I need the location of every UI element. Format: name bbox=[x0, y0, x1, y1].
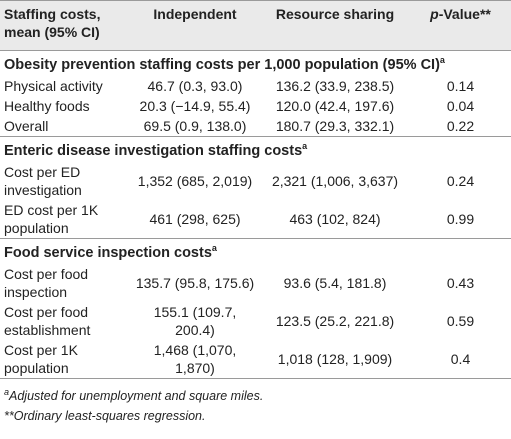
cell-independent: 1,468 (1,070, 1,870) bbox=[130, 340, 260, 379]
cell-p-value: 0.22 bbox=[446, 118, 475, 134]
header-p-rest: -Value** bbox=[438, 6, 491, 22]
cell-p-value: 0.59 bbox=[446, 313, 475, 329]
row-label: Cost per ED investigation bbox=[4, 164, 82, 198]
header-staffing-costs: Staffing costs, mean (95% CI) bbox=[0, 0, 130, 51]
cell-independent: 135.7 (95.8, 175.6) bbox=[135, 275, 255, 291]
section-header-enteric: Enteric disease investigation staffing c… bbox=[0, 136, 511, 162]
cell-resource-sharing: 180.7 (29.3, 332.1) bbox=[275, 118, 395, 134]
table-row: Cost per food inspection 135.7 (95.8, 17… bbox=[0, 264, 511, 302]
table-row: Cost per food establishment 155.1 (109.7… bbox=[0, 302, 511, 340]
table-row: Cost per ED investigation 1,352 (685, 2,… bbox=[0, 162, 511, 200]
table-row: ED cost per 1K population 461 (298, 625)… bbox=[0, 200, 511, 239]
section-sup: a bbox=[439, 55, 445, 66]
cell-independent: 20.3 (−14.9, 55.4) bbox=[139, 98, 251, 114]
section-header-obesity: Obesity prevention staffing costs per 1,… bbox=[0, 51, 511, 77]
footnotes: aAdjusted for unemployment and square mi… bbox=[0, 379, 511, 426]
cell-resource-sharing: 463 (102, 824) bbox=[289, 211, 381, 227]
footnote-a-marker: a bbox=[4, 386, 10, 397]
section-title-cell: Obesity prevention staffing costs per 1,… bbox=[0, 51, 511, 77]
header-resource-sharing: Resource sharing bbox=[260, 0, 410, 51]
cell-independent: 69.5 (0.9, 138.0) bbox=[143, 118, 247, 134]
cell-independent: 46.7 (0.3, 93.0) bbox=[147, 78, 243, 94]
cell-p-value: 0.99 bbox=[446, 211, 475, 227]
cell-resource-sharing: 93.6 (5.4, 181.8) bbox=[283, 275, 387, 291]
footnote-a: aAdjusted for unemployment and square mi… bbox=[4, 386, 507, 406]
table-row: Overall 69.5 (0.9, 138.0) 180.7 (29.3, 3… bbox=[0, 116, 511, 137]
row-label: Physical activity bbox=[4, 78, 103, 94]
cell-independent: 155.1 (109.7, 200.4) bbox=[153, 304, 237, 338]
section-title-cell: Food service inspection costsa bbox=[0, 238, 511, 264]
cell-p-value: 0.43 bbox=[446, 275, 475, 291]
section-title-cell: Enteric disease investigation staffing c… bbox=[0, 136, 511, 162]
row-label: Cost per food inspection bbox=[4, 266, 89, 300]
cell-independent: 1,352 (685, 2,019) bbox=[137, 173, 253, 189]
row-label: Overall bbox=[4, 118, 49, 134]
cell-resource-sharing: 123.5 (25.2, 221.8) bbox=[275, 313, 395, 329]
cell-resource-sharing: 1,018 (128, 1,909) bbox=[260, 340, 410, 379]
header-p-value: p-Value** bbox=[410, 0, 511, 51]
header-row: Staffing costs, mean (95% CI) Independen… bbox=[0, 0, 511, 51]
section-title: Food service inspection costs bbox=[4, 245, 212, 261]
table-row: Cost per 1K population 1,468 (1,070, 1,8… bbox=[0, 340, 511, 379]
row-label: ED cost per 1K population bbox=[4, 202, 99, 236]
section-sup: a bbox=[211, 243, 217, 254]
header-p-italic: p bbox=[430, 6, 439, 22]
cell-p-value: 0.4 bbox=[410, 340, 511, 379]
cell-independent: 461 (298, 625) bbox=[149, 211, 241, 227]
table-row: Physical activity 46.7 (0.3, 93.0) 136.2… bbox=[0, 76, 511, 96]
cell-resource-sharing: 120.0 (42.4, 197.6) bbox=[275, 98, 395, 114]
header-independent: Independent bbox=[130, 0, 260, 51]
cell-resource-sharing: 2,321 (1,006, 3,637) bbox=[271, 173, 399, 189]
cell-resource-sharing: 136.2 (33.9, 238.5) bbox=[275, 78, 395, 94]
section-title: Enteric disease investigation staffing c… bbox=[4, 143, 303, 159]
section-sup: a bbox=[302, 141, 308, 152]
staffing-costs-table: Staffing costs, mean (95% CI) Independen… bbox=[0, 0, 511, 379]
section-title: Obesity prevention staffing costs per 1,… bbox=[4, 57, 440, 73]
cell-p-value: 0.14 bbox=[446, 78, 475, 94]
section-header-food-service: Food service inspection costsa bbox=[0, 238, 511, 264]
footnote-a-text: Adjusted for unemployment and square mil… bbox=[9, 389, 264, 403]
row-label: Cost per food establishment bbox=[4, 304, 91, 338]
row-label: Cost per 1K population bbox=[0, 340, 130, 379]
cell-p-value: 0.04 bbox=[446, 98, 475, 114]
cell-p-value: 0.24 bbox=[446, 173, 475, 189]
table-row: Healthy foods 20.3 (−14.9, 55.4) 120.0 (… bbox=[0, 96, 511, 116]
footnote-b: **Ordinary least-squares regression. bbox=[4, 409, 206, 423]
row-label: Healthy foods bbox=[4, 98, 90, 114]
